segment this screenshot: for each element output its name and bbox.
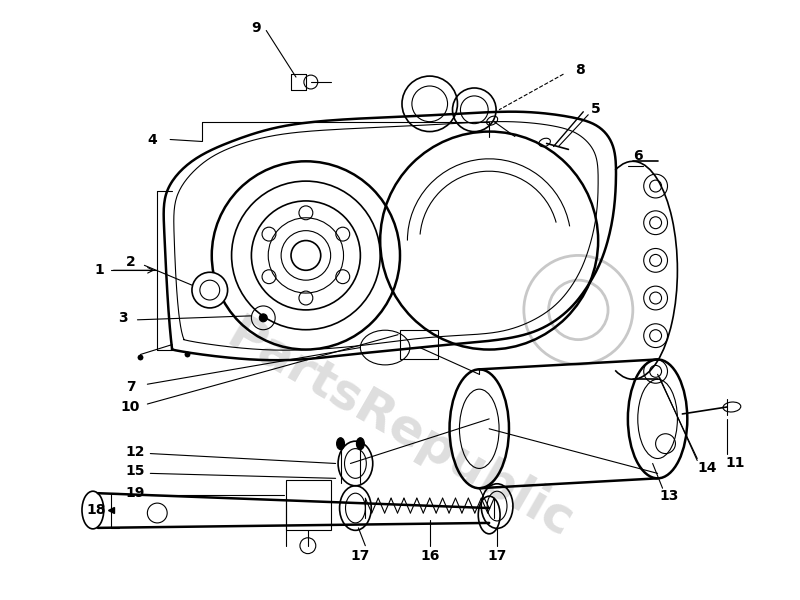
Text: 6: 6 bbox=[633, 149, 642, 163]
Text: 8: 8 bbox=[575, 63, 585, 77]
Text: 7: 7 bbox=[126, 380, 135, 394]
Circle shape bbox=[259, 314, 267, 322]
Text: 18: 18 bbox=[86, 503, 106, 517]
Text: 17: 17 bbox=[350, 548, 370, 563]
Bar bbox=[400, 330, 438, 359]
Bar bbox=[286, 481, 330, 530]
Text: 13: 13 bbox=[660, 489, 679, 503]
Text: 17: 17 bbox=[487, 548, 506, 563]
Text: 3: 3 bbox=[118, 311, 127, 325]
Text: 12: 12 bbox=[126, 445, 146, 458]
Text: 14: 14 bbox=[698, 461, 717, 475]
Text: 19: 19 bbox=[126, 486, 145, 500]
Text: 9: 9 bbox=[251, 20, 261, 35]
Text: 11: 11 bbox=[725, 457, 745, 470]
Text: 4: 4 bbox=[147, 133, 157, 146]
Text: 5: 5 bbox=[591, 102, 601, 116]
Text: 10: 10 bbox=[121, 400, 140, 414]
Text: PartsRepublic: PartsRepublic bbox=[218, 310, 582, 547]
Ellipse shape bbox=[357, 438, 364, 449]
Ellipse shape bbox=[337, 438, 345, 449]
Circle shape bbox=[192, 272, 228, 308]
Text: 15: 15 bbox=[126, 464, 146, 478]
Text: 16: 16 bbox=[420, 548, 439, 563]
Text: 1: 1 bbox=[94, 263, 104, 277]
Text: 2: 2 bbox=[126, 256, 135, 269]
